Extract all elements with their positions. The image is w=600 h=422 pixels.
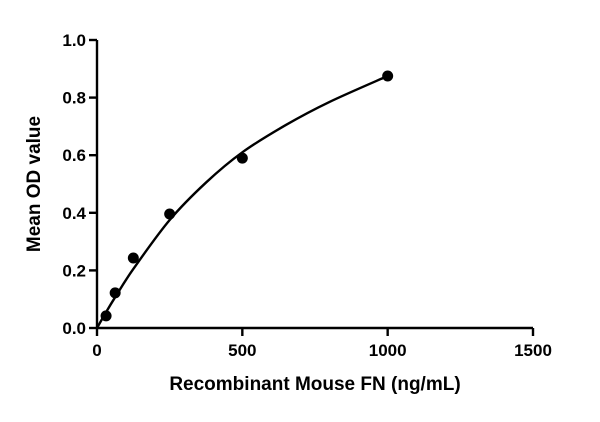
- x-tick-label: 1000: [369, 341, 407, 360]
- data-point: [127, 252, 139, 264]
- x-tick-label: 1500: [514, 341, 552, 360]
- data-point: [164, 208, 176, 220]
- x-axis-title: Recombinant Mouse FN (ng/mL): [169, 374, 460, 395]
- data-point: [236, 152, 248, 164]
- x-axis: 0 500 1000 1500: [92, 326, 552, 360]
- data-point: [382, 70, 394, 82]
- y-tick-label: 0.2: [62, 261, 86, 280]
- data-points: [100, 70, 394, 322]
- fitted-curve: [95, 74, 389, 329]
- y-axis: 0.0 0.2 0.4 0.6 0.8 1.0: [62, 31, 99, 338]
- data-point: [100, 310, 112, 322]
- x-tick-label: 500: [228, 341, 256, 360]
- y-tick-label: 0.4: [62, 204, 86, 223]
- y-tick-label: 0.0: [62, 319, 86, 338]
- x-tick-label: 0: [92, 341, 101, 360]
- y-axis-title: Mean OD value: [24, 116, 45, 252]
- data-point: [109, 287, 121, 299]
- y-tick-label: 1.0: [62, 31, 86, 50]
- y-tick-label: 0.8: [62, 89, 86, 108]
- y-tick-label: 0.6: [62, 146, 86, 165]
